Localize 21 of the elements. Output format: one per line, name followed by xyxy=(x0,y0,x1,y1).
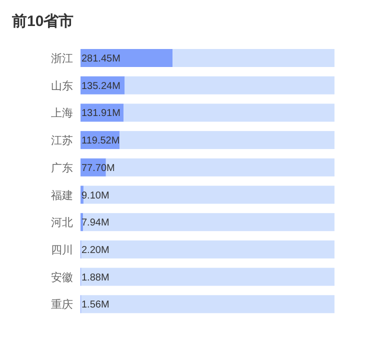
y-tick-label: 上海 xyxy=(51,106,73,120)
data-label: 1.88M xyxy=(82,272,110,284)
data-label: 1.56M xyxy=(82,300,110,311)
y-tick-label: 广东 xyxy=(51,161,73,174)
data-label: 135.24M xyxy=(82,80,120,92)
y-tick-label: 河北 xyxy=(51,216,73,230)
chart-title: 前10省市 xyxy=(11,12,74,30)
data-label: 119.52M xyxy=(82,136,120,147)
data-label: 281.45M xyxy=(82,54,120,64)
y-tick-label: 四川 xyxy=(51,243,73,256)
data-label: 2.20M xyxy=(82,244,110,256)
y-tick-label: 江苏 xyxy=(51,134,73,148)
y-tick-label: 安徽 xyxy=(51,270,73,284)
y-tick-label: 福建 xyxy=(51,188,73,202)
data-label: 7.94M xyxy=(82,218,110,229)
data-label: 77.70M xyxy=(82,162,115,174)
data-label: 9.10M xyxy=(82,190,110,202)
y-tick-label: 浙江 xyxy=(51,52,73,65)
y-tick-label: 山东 xyxy=(51,79,73,92)
y-tick-label: 重庆 xyxy=(51,298,73,312)
data-label: 131.91M xyxy=(82,108,120,120)
